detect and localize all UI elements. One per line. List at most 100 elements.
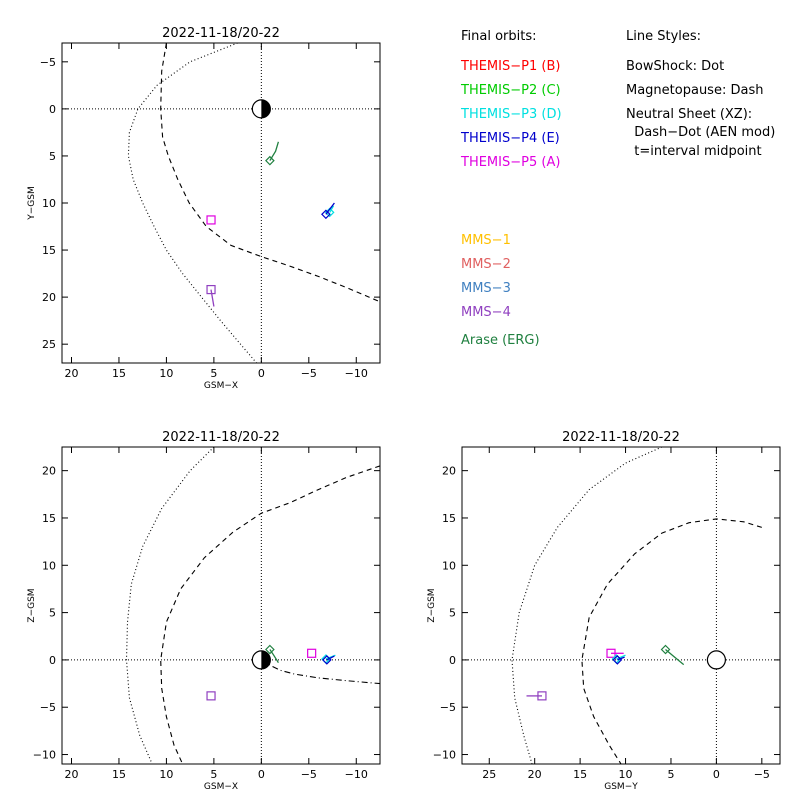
spacecraft-track: [329, 205, 335, 213]
x-tick-label: −5: [301, 768, 317, 781]
plot-frame: [461, 446, 781, 765]
y-tick-label: 0: [49, 103, 56, 116]
x-tick-label: −5: [754, 768, 770, 781]
spacecraft-square-marker: [206, 215, 216, 225]
magnetopause-line: [160, 465, 380, 764]
panel-title: 2022-11-18/20-22: [162, 26, 280, 41]
spacecraft-track: [326, 655, 335, 661]
earth-night-side: [261, 650, 271, 669]
bowshock-line: [511, 447, 663, 764]
spacecraft-diamond-marker: [265, 155, 275, 166]
y-tick-label: 0: [49, 654, 56, 667]
x-tick-label: 20: [528, 768, 542, 781]
legend-item-1: THEMIS−P2 (C): [460, 83, 561, 98]
magnetopause-line: [160, 43, 380, 303]
x-tick-label: −10: [345, 768, 368, 781]
neutral-sheet-line: [261, 659, 380, 685]
y-tick-label: 25: [42, 338, 56, 351]
x-tick-label: 5: [210, 367, 217, 380]
legend-item-0: THEMIS−P1 (B): [460, 59, 560, 74]
spacecraft-0: [307, 648, 317, 658]
panel-yz: 2022-11-18/20-22 25 20 15 10 5 0 −5 −10 −5 0 5 10 15 2…: [427, 430, 781, 792]
spacecraft-diamond-marker: [321, 209, 331, 220]
y-tick-label: 20: [42, 465, 56, 478]
x-tick-label: 15: [112, 367, 126, 380]
legend-item-8: MMS−4: [461, 305, 511, 320]
earth-marker: [251, 99, 271, 119]
magnetopause-line: [581, 518, 762, 764]
x-tick-label: 10: [159, 768, 173, 781]
y-tick-label: 15: [442, 512, 456, 525]
legend-styles-heading: Line Styles:: [626, 29, 701, 44]
x-tick-label: −5: [301, 367, 317, 380]
y-tick-label: 5: [449, 607, 456, 620]
x-tick-label: 0: [713, 768, 720, 781]
earth-marker: [251, 650, 271, 670]
spacecraft-3: [206, 284, 216, 307]
spacecraft-track: [665, 649, 685, 666]
bowshock-line: [125, 447, 215, 764]
legend-style-2: Neutral Sheet (XZ):: [626, 107, 752, 122]
x-tick-label: 25: [482, 768, 496, 781]
spacecraft-square-marker: [537, 691, 547, 701]
spacecraft-track: [617, 656, 625, 661]
y-tick-label: 5: [49, 607, 56, 620]
panel-xy: 2022-11-18/20-22 20 15 10 5 0 −5 −10 −5 0 5 10 15 20 2…: [27, 26, 381, 391]
spacecraft-diamond-marker: [265, 644, 275, 655]
legend-style-3: Dash−Dot (AEN mod): [626, 125, 775, 140]
legend: Final orbits: Line Styles: THEMIS−P1 (B)…: [460, 29, 775, 348]
x-tick-label: 15: [112, 768, 126, 781]
y-tick-label: 20: [42, 291, 56, 304]
panel-xz: 2022-11-18/20-22 20 15 10 5 0 −5 −10 −10 −5 0 5 10 15…: [27, 430, 381, 792]
spacecraft-2: [321, 655, 335, 665]
legend-style-4: t=interval midpoint: [626, 144, 762, 159]
plot-frame: [61, 42, 381, 364]
panel-title: 2022-11-18/20-22: [162, 430, 280, 445]
earth-night-side: [261, 99, 271, 118]
spacecraft-track: [269, 141, 280, 161]
spacecraft-diamond-marker: [612, 655, 623, 665]
x-tick-label: 10: [159, 367, 173, 380]
y-tick-label: 10: [442, 559, 456, 572]
legend-style-0: BowShock: Dot: [626, 59, 724, 74]
y-tick-label: −5: [40, 701, 56, 714]
spacecraft-4: [265, 644, 279, 664]
x-axis-label: GSM−X: [204, 381, 238, 391]
spacecraft-diamond-marker: [660, 644, 671, 655]
spacecraft-3: [206, 691, 216, 701]
y-tick-label: −5: [40, 56, 56, 69]
y-tick-label: −10: [33, 749, 56, 762]
spacecraft-track: [210, 289, 215, 307]
x-axis-label: GSM−Y: [604, 782, 638, 792]
y-axis-label: Y−GSM: [27, 186, 37, 221]
y-tick-label: 0: [449, 654, 456, 667]
plot-area: [62, 43, 380, 363]
spacecraft-square-marker: [606, 648, 616, 658]
x-tick-label: 0: [258, 768, 265, 781]
plot-area: [462, 447, 780, 764]
legend-item-6: MMS−2: [461, 257, 511, 272]
y-axis-label: Z−GSM: [27, 588, 37, 622]
legend-item-2: THEMIS−P3 (D): [460, 107, 562, 122]
legend-item-5: MMS−1: [461, 233, 511, 248]
plot-area: [62, 447, 380, 764]
y-tick-label: 20: [442, 465, 456, 478]
bowshock-line: [127, 43, 258, 363]
y-axis-label: Z−GSM: [427, 588, 437, 622]
y-tick-label: 15: [42, 512, 56, 525]
legend-orbits-heading: Final orbits:: [461, 29, 537, 44]
spacecraft-track: [616, 654, 626, 660]
earth-circle: [706, 650, 727, 670]
spacecraft-4: [660, 644, 685, 666]
earth-marker: [706, 650, 727, 670]
spacecraft-square-marker: [206, 284, 216, 295]
legend-item-4: THEMIS−P5 (A): [460, 155, 560, 170]
y-tick-label: −5: [440, 701, 456, 714]
y-tick-label: 10: [42, 559, 56, 572]
x-tick-label: 20: [64, 768, 78, 781]
x-tick-label: −10: [345, 367, 368, 380]
legend-item-9: Arase (ERG): [461, 333, 540, 348]
plot-frame: [61, 446, 381, 765]
x-axis-label: GSM−X: [204, 782, 238, 792]
